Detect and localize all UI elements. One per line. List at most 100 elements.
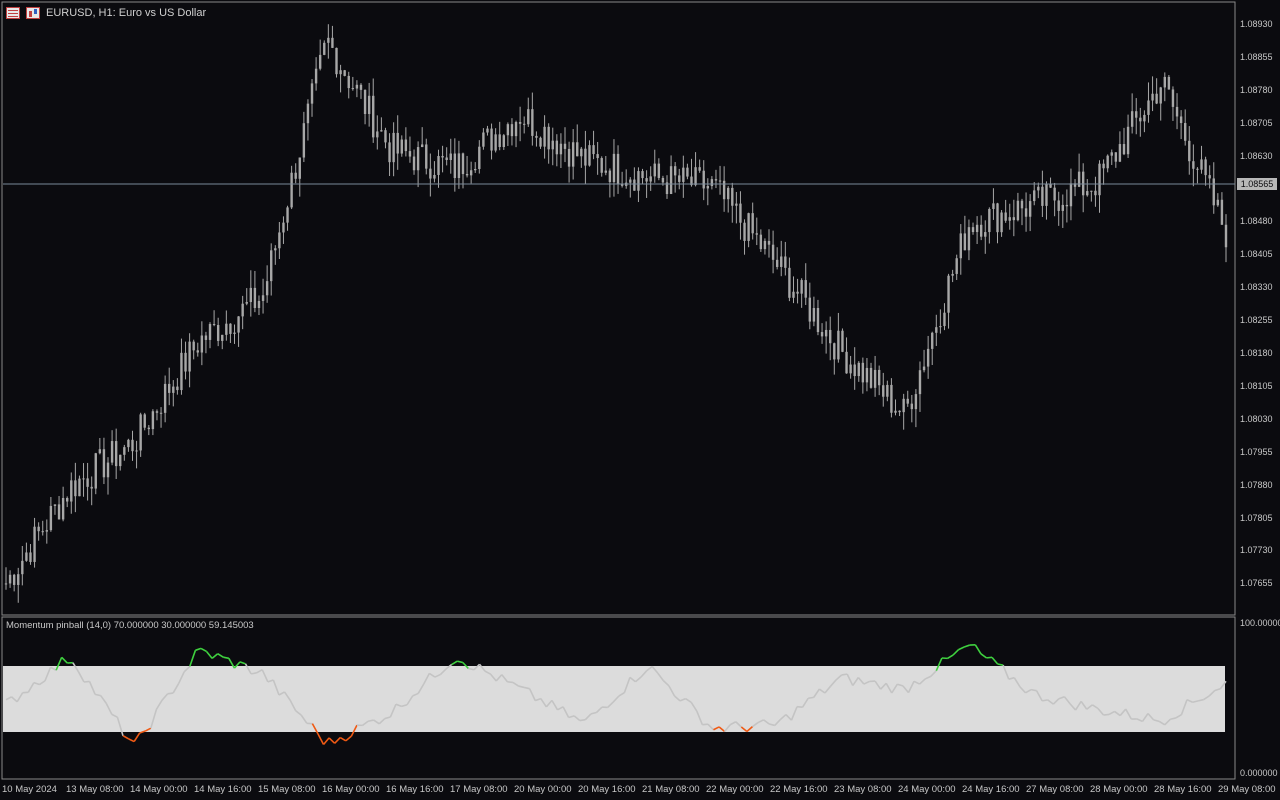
candle-body	[931, 332, 934, 349]
candle-body	[1139, 117, 1142, 122]
indicator-segment	[401, 703, 408, 708]
indicator-segment	[16, 692, 24, 703]
time-label: 23 May 08:00	[834, 784, 892, 795]
candle-body	[612, 153, 616, 183]
indicator-segment	[61, 656, 68, 664]
price-tick: 1.08855	[1240, 52, 1273, 62]
indicator-segment	[1136, 718, 1143, 723]
price-tick: 1.08330	[1240, 282, 1273, 292]
candle-body	[408, 151, 412, 157]
indicator-segment	[774, 719, 781, 726]
candle-body	[898, 410, 901, 413]
indicator-segment	[473, 663, 481, 671]
indicator-segment	[267, 679, 274, 683]
candle-body	[1167, 76, 1171, 90]
candle-body	[1041, 186, 1044, 206]
candle-body	[200, 335, 204, 353]
candle-body	[1061, 204, 1064, 211]
candle-body	[4, 583, 8, 585]
candle-body	[743, 222, 746, 241]
price-tick: 1.08405	[1240, 249, 1273, 259]
candle-body	[135, 450, 138, 452]
candle-body	[510, 124, 514, 137]
candle-body	[914, 394, 918, 410]
candle-body	[172, 386, 175, 393]
candle-body	[596, 154, 599, 159]
indicator-segment	[907, 680, 915, 693]
price-tick: 1.08930	[1240, 19, 1273, 29]
indicator-segment	[662, 680, 670, 687]
candle-body	[143, 414, 146, 428]
time-label: 20 May 00:00	[514, 784, 572, 795]
indicator-segment	[1203, 695, 1210, 701]
candle-body	[673, 166, 677, 176]
indicator-segment	[679, 697, 686, 702]
candle-body	[86, 478, 89, 487]
indicator-segment	[607, 701, 614, 709]
candle-body	[755, 233, 758, 235]
candle-body	[1179, 116, 1183, 124]
indicator-segment	[1208, 689, 1216, 697]
candle-body	[433, 174, 436, 179]
indicator-segment	[172, 683, 180, 694]
candle-body	[833, 343, 836, 360]
candle-body	[474, 168, 477, 171]
candle-body	[506, 124, 510, 136]
candle-body	[159, 412, 163, 414]
indicator-segment	[200, 647, 207, 653]
candle-body	[800, 280, 803, 294]
candle-body	[1163, 76, 1166, 88]
time-label: 28 May 00:00	[1090, 784, 1148, 795]
indicator-segment	[874, 680, 882, 690]
candle-body	[580, 148, 583, 157]
candle-body	[535, 135, 538, 138]
candle-body	[457, 153, 461, 179]
candle-body	[25, 552, 28, 561]
indicator-segment	[768, 723, 775, 727]
candle-body	[123, 447, 126, 455]
candle-body	[576, 142, 579, 157]
indicator-segment	[740, 726, 748, 733]
indicator-segment	[116, 716, 124, 736]
candle-body	[665, 182, 669, 194]
indicator-segment	[808, 696, 814, 700]
candle-body	[151, 411, 155, 430]
indicator-segment	[1091, 704, 1099, 710]
candle-body	[694, 167, 697, 186]
indicator-label: Momentum pinball (14,0) 70.000000 30.000…	[6, 620, 254, 631]
chart-menu-icon[interactable]	[6, 7, 20, 19]
indicator-segment	[545, 699, 553, 708]
candle-body	[1102, 163, 1105, 169]
main-pane[interactable]	[1, 1, 1236, 616]
candle-body	[241, 303, 244, 317]
candle-body	[653, 163, 656, 177]
candle-body	[461, 153, 465, 175]
indicator-segment	[1192, 700, 1199, 704]
candle-body	[947, 275, 950, 313]
candle-body	[869, 367, 873, 388]
indicator-segment	[250, 672, 257, 675]
candle-body	[1135, 111, 1138, 118]
candle-body	[608, 170, 612, 183]
indicator-segment	[144, 727, 152, 732]
chart-type-icon[interactable]	[26, 7, 40, 19]
indicator-segment	[345, 735, 352, 742]
time-label: 13 May 08:00	[66, 784, 124, 795]
indicator-segment	[902, 685, 910, 694]
candle-body	[849, 364, 852, 374]
candle-body	[147, 427, 151, 430]
indicator-segment	[339, 736, 347, 742]
indicator-segment	[534, 697, 542, 702]
indicator-segment	[72, 662, 80, 673]
candle-body	[890, 384, 893, 413]
candle-body	[282, 222, 285, 233]
candle-body	[1147, 100, 1150, 115]
indicator-segment	[657, 672, 664, 682]
candle-body	[1204, 159, 1207, 176]
price-tick: 1.07730	[1240, 545, 1273, 555]
candle-body	[935, 327, 938, 333]
indicator-segment	[1080, 700, 1088, 710]
candles	[4, 24, 1228, 603]
candle-body	[110, 441, 114, 463]
